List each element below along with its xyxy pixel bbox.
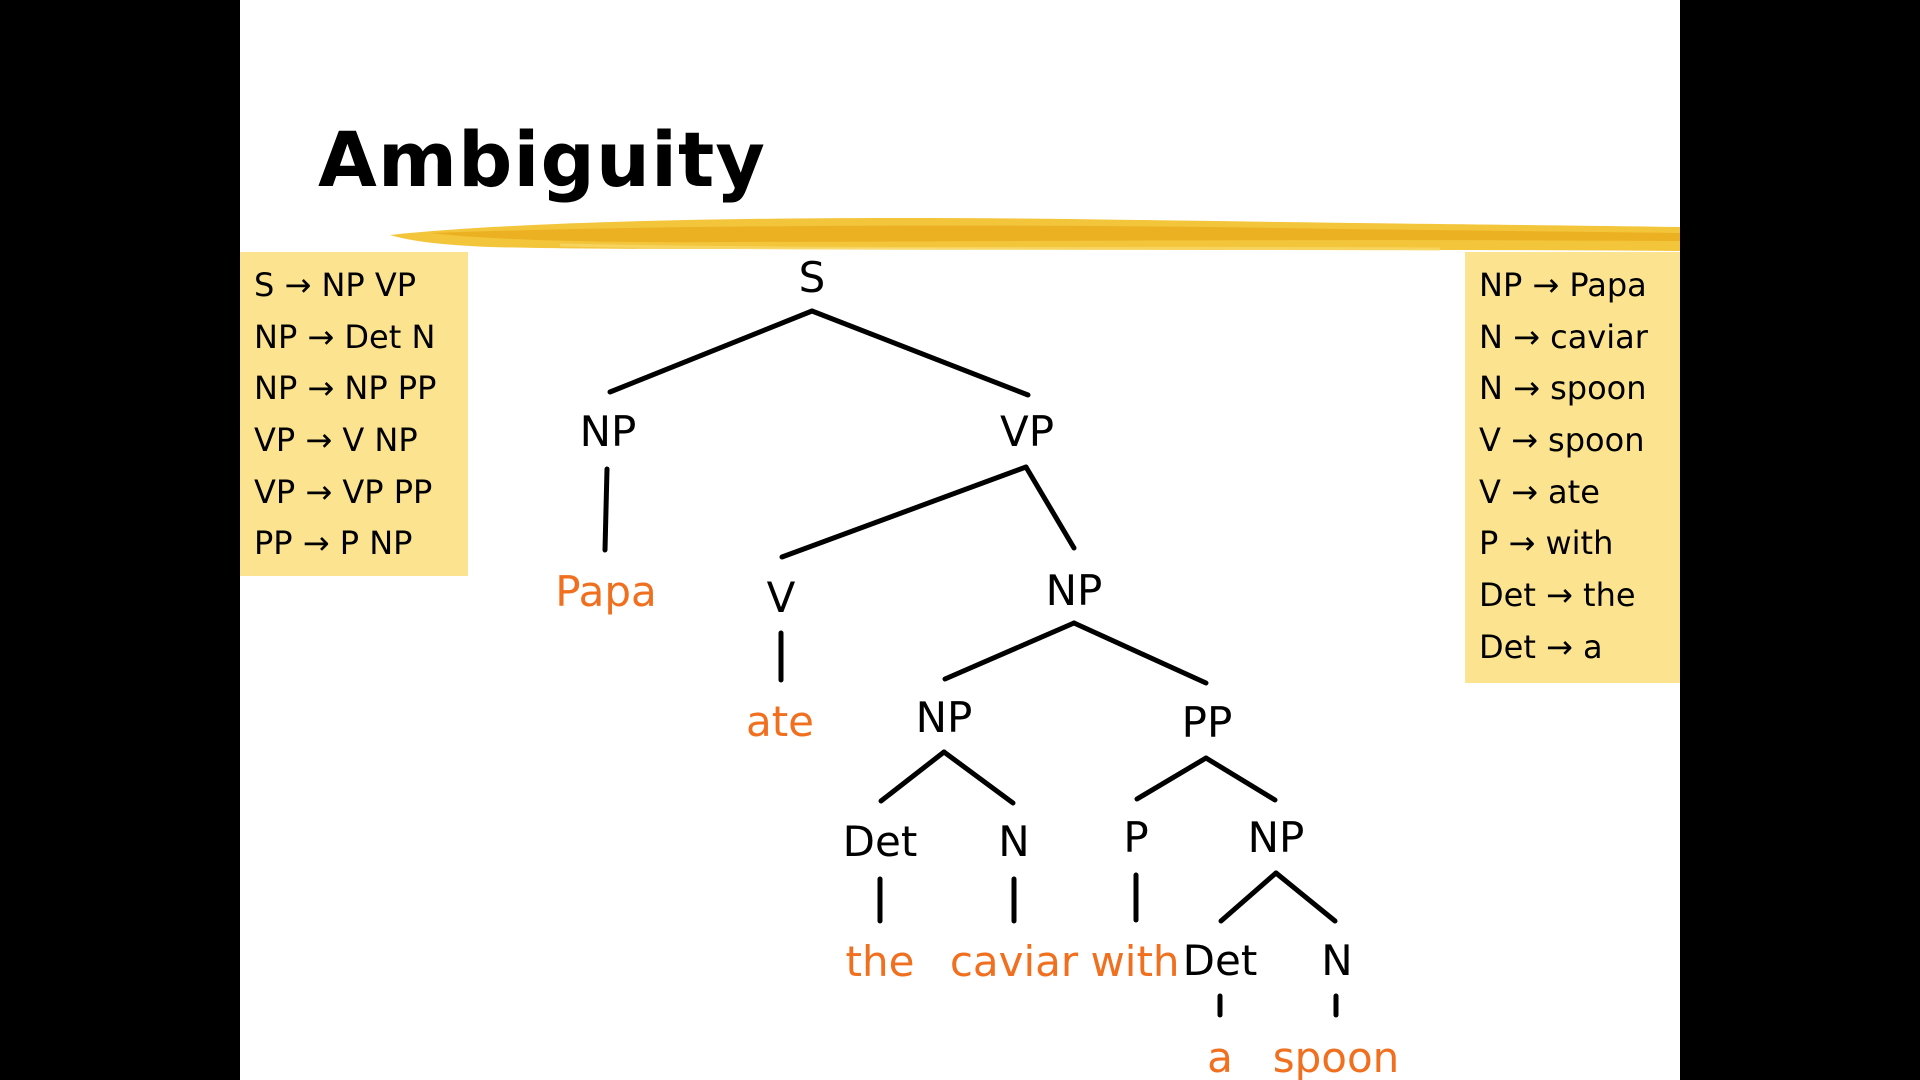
lexical-rule: NP → Papa — [1479, 266, 1647, 304]
title-underline-brush-stroke — [390, 217, 1680, 251]
lexical-rule: V → spoon — [1479, 421, 1645, 460]
tree-edge — [1218, 870, 1279, 924]
lexical-rule: Det → the — [1479, 576, 1636, 615]
grammar-rule: NP → NP PP — [254, 369, 437, 408]
tree-word-a: a — [1207, 1033, 1233, 1080]
tree-node-pp: PP — [1182, 698, 1233, 747]
tree-node-vp: VP — [1000, 407, 1054, 456]
tree-edge — [1203, 755, 1278, 803]
tree-word-spoon: spoon — [1273, 1033, 1400, 1080]
tree-node-p: P — [1123, 813, 1148, 862]
tree-edge — [607, 308, 815, 395]
tree-word-ate: ate — [746, 697, 814, 746]
tree-node-np1: NP — [580, 407, 637, 456]
lexical-rule: Det → a — [1479, 627, 1603, 666]
grammar-rules-left: S → NP VP NP → Det N NP → NP PP VP → V N… — [240, 252, 468, 576]
tree-edge — [1023, 464, 1077, 551]
tree-node-det1: Det — [843, 817, 918, 866]
tree-node-n1: N — [998, 817, 1029, 866]
tree-node-v: V — [767, 573, 796, 622]
grammar-rule: NP → Det N — [254, 317, 436, 356]
tree-node-s: S — [799, 253, 826, 302]
tree-edge — [878, 749, 947, 804]
grammar-rule: VP → V NP — [254, 421, 418, 460]
lexical-rule: N → caviar — [1479, 317, 1648, 356]
tree-edge — [779, 464, 1029, 560]
lexical-rule: N → spoon — [1479, 369, 1647, 408]
tree-edge — [1273, 870, 1338, 924]
tree-edge — [1134, 755, 1209, 802]
lexical-rule: V → ate — [1479, 472, 1600, 511]
grammar-rules-right: NP → Papa N → caviar N → spoon V → spoon… — [1465, 252, 1680, 683]
tree-node-np2: NP — [1046, 566, 1103, 615]
tree-word-with: with — [1090, 937, 1179, 986]
tree-edge — [1071, 620, 1209, 686]
tree-edge — [809, 308, 1031, 398]
slide: Ambiguity S → NP VP NP → Det N NP → NP P… — [240, 0, 1680, 1080]
slide-title: Ambiguity — [318, 115, 766, 204]
tree-word-caviar: caviar — [950, 937, 1079, 986]
tree-node-np3: NP — [916, 693, 973, 742]
lexical-rule: P → with — [1479, 524, 1614, 563]
tree-node-np4: NP — [1248, 813, 1305, 862]
grammar-rule: VP → VP PP — [254, 472, 433, 511]
tree-word-papa: Papa — [555, 567, 657, 616]
tree-node-n2: N — [1321, 936, 1352, 985]
tree-edge — [602, 466, 610, 553]
tree-node-det2: Det — [1183, 936, 1258, 985]
tree-edge — [942, 620, 1077, 682]
tree-edge — [941, 749, 1016, 806]
grammar-rule: S → NP VP — [254, 266, 417, 304]
tree-word-the: the — [846, 937, 915, 986]
grammar-rule: PP → P NP — [254, 524, 413, 563]
